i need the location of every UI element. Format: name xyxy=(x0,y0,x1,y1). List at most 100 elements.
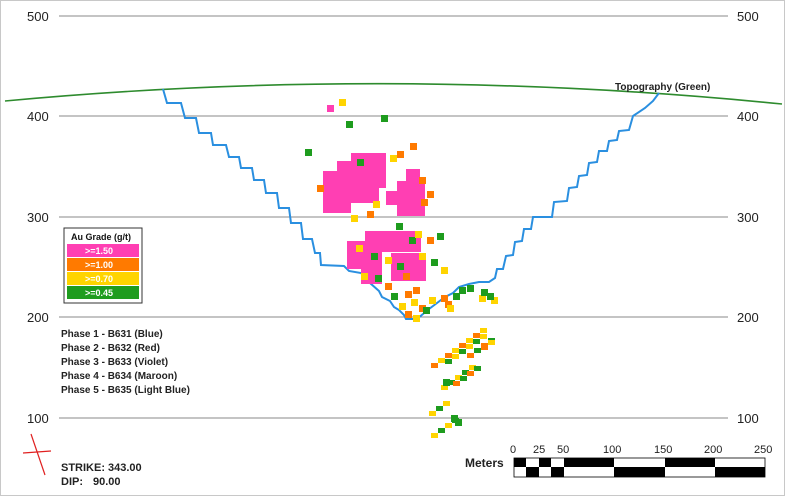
grade-block xyxy=(441,295,448,302)
scale-tick-label: 150 xyxy=(654,444,672,456)
grade-block xyxy=(358,153,365,160)
grade-block xyxy=(473,333,480,338)
scale-tick-label: 25 xyxy=(533,444,545,456)
tick-left-500: 500 xyxy=(27,9,49,24)
elevation-grid xyxy=(59,15,728,419)
grade-block xyxy=(411,209,418,216)
grade-block xyxy=(412,267,419,274)
au-grade-legend: Au Grade (g/t) >=1.50 >=1.00 >=0.70 >=0.… xyxy=(63,227,143,304)
grade-block xyxy=(411,299,418,306)
grade-block xyxy=(368,270,375,277)
phase-item: Phase 2 - B632 (Red) xyxy=(61,343,160,354)
grade-block xyxy=(427,191,434,198)
phase-list: Phase 1 - B631 (Blue) Phase 2 - B632 (Re… xyxy=(61,329,190,396)
grade-block xyxy=(375,255,382,262)
grade-block xyxy=(445,353,452,358)
grade-block xyxy=(323,185,330,192)
tick-left-400: 400 xyxy=(27,109,49,124)
grade-block xyxy=(337,175,344,182)
grade-block xyxy=(415,231,422,238)
grade-block xyxy=(448,380,455,385)
grade-block xyxy=(411,188,418,195)
grade-block xyxy=(372,231,379,238)
legend-swatch-2 xyxy=(67,258,139,271)
grade-block xyxy=(488,340,495,345)
grade-block xyxy=(427,237,434,244)
grade-block xyxy=(445,359,452,364)
legend-title: Au Grade (g/t) xyxy=(71,232,131,242)
grade-block xyxy=(375,263,382,270)
grade-block xyxy=(398,253,405,260)
grade-block xyxy=(379,238,386,245)
grade-block xyxy=(443,379,450,386)
grade-block xyxy=(474,366,481,371)
grade-block xyxy=(393,198,400,205)
grade-block xyxy=(385,283,392,290)
grade-block xyxy=(351,160,358,167)
grade-block xyxy=(361,273,368,280)
tick-right-300: 300 xyxy=(737,210,759,225)
grade-block xyxy=(357,159,364,166)
grade-block xyxy=(398,274,405,281)
grade-block xyxy=(455,419,462,426)
grade-block xyxy=(418,195,425,202)
grade-block xyxy=(365,196,372,203)
grade-block xyxy=(406,169,413,176)
strike-label: STRIKE: xyxy=(61,462,105,474)
grade-block xyxy=(397,195,404,202)
grade-block xyxy=(371,253,378,260)
dip-label: DIP: xyxy=(61,476,83,488)
grade-block xyxy=(396,223,403,230)
grade-block xyxy=(375,270,382,277)
grade-block xyxy=(367,211,374,218)
grade-block xyxy=(368,248,375,255)
grade-block xyxy=(372,181,379,188)
grade-block xyxy=(441,385,448,390)
grade-block xyxy=(405,291,412,298)
grade-block xyxy=(397,181,404,188)
grade-block xyxy=(487,293,494,300)
grade-block xyxy=(459,287,466,294)
grade-block xyxy=(431,259,438,266)
scale-bar-title: Meters xyxy=(465,456,504,470)
grade-block xyxy=(437,233,444,240)
grade-block xyxy=(404,188,411,195)
legend-label-3: >=0.70 xyxy=(85,274,113,284)
grade-block xyxy=(405,253,412,260)
scale-seg xyxy=(526,467,539,477)
tick-right-100: 100 xyxy=(737,411,759,426)
grade-block xyxy=(397,202,404,209)
grade-block xyxy=(351,167,358,174)
grade-block xyxy=(344,161,351,168)
dip-value: 90.00 xyxy=(93,476,121,488)
grade-block xyxy=(473,339,480,344)
grade-block xyxy=(404,195,411,202)
grade-block xyxy=(305,149,312,156)
grade-block xyxy=(386,238,393,245)
left-axis-labels: 500 400 300 200 100 xyxy=(27,9,49,426)
grade-block xyxy=(474,348,481,353)
grade-block xyxy=(386,198,393,205)
grade-block xyxy=(372,196,379,203)
grade-block xyxy=(323,178,330,185)
grade-block xyxy=(418,188,425,195)
grade-block xyxy=(347,248,354,255)
grade-block xyxy=(391,260,398,267)
grade-block xyxy=(419,267,426,274)
tick-left-100: 100 xyxy=(27,411,49,426)
grade-block xyxy=(351,189,358,196)
grade-block xyxy=(480,328,487,333)
scale-tick-label: 0 xyxy=(510,444,516,456)
grade-block xyxy=(397,188,404,195)
grade-block xyxy=(354,262,361,269)
grade-block xyxy=(390,155,397,162)
phase-item: Phase 3 - B633 (Violet) xyxy=(61,357,168,368)
grade-block xyxy=(344,168,351,175)
grade-block xyxy=(361,248,368,255)
grade-block xyxy=(323,206,330,213)
legend-swatch-4 xyxy=(67,286,139,299)
grade-block xyxy=(347,255,354,262)
grade-block xyxy=(451,415,458,422)
